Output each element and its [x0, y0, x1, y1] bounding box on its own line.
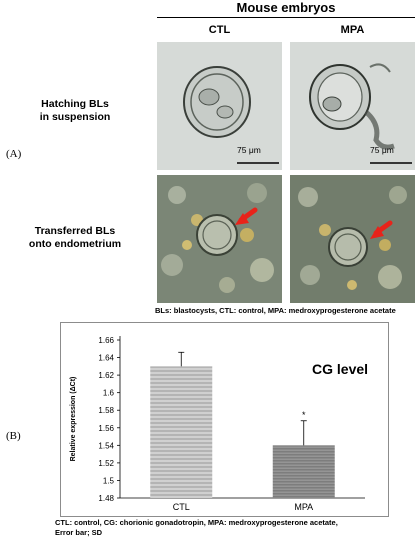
- y-tick-label: 1.6: [103, 389, 115, 398]
- panel-b-label: (B): [6, 430, 21, 442]
- significance-marker: *: [302, 410, 306, 420]
- row-label-transferred-line1: Transferred BLs: [34, 225, 116, 237]
- bar-ctl: [150, 366, 213, 498]
- y-tick-label: 1.48: [98, 494, 114, 503]
- row-label-hatching: Hatching BLs in suspension: [5, 98, 145, 124]
- bar-chart: 1.66 1.64 1.62 1.6 1.58 1.56 1.54 1.52 1.5 1.48 C…: [70, 336, 368, 512]
- row-label-hatching-line2: in suspension: [39, 111, 111, 123]
- scale-bar-label-mpa: 75 μm: [370, 145, 394, 155]
- panel-b-caption-line1: CTL: control, CG: chorionic gonadotropin…: [55, 518, 338, 527]
- blastocyst-image: [183, 66, 279, 164]
- y-tick-label: 1.54: [98, 441, 114, 450]
- y-tick-label: 1.5: [103, 476, 115, 485]
- endometrium-image: [157, 175, 282, 303]
- bar-mpa: [272, 445, 335, 498]
- y-tick-label: 1.52: [98, 459, 114, 468]
- column-label-mpa: MPA: [340, 24, 365, 36]
- chart-frame: [60, 322, 389, 517]
- micrograph-mpa-transferred: [290, 175, 415, 303]
- row-label-transferred-line2: onto endometrium: [28, 238, 122, 250]
- panel-a-label: (A): [6, 148, 22, 160]
- y-axis-label: Relative expression (ΔCt): [70, 377, 77, 462]
- panel-b-caption-line2: Error bar; SD: [55, 528, 103, 537]
- micrograph-ctl-transferred: [157, 175, 282, 303]
- column-label-ctl: CTL: [208, 24, 231, 36]
- x-tick-label-ctl: CTL: [173, 502, 190, 512]
- micrograph-mpa-hatching: 75 μm: [290, 42, 415, 170]
- y-tick-label: 1.56: [98, 424, 114, 433]
- row-label-transferred: Transferred BLs onto endometrium: [5, 225, 145, 251]
- figure-header-title: Mouse embryos: [236, 0, 336, 15]
- y-tick-label: 1.64: [98, 354, 114, 363]
- row-label-hatching-line1: Hatching BLs: [41, 98, 109, 110]
- y-tick-label: 1.66: [98, 336, 114, 345]
- panel-b-caption: CTL: control, CG: chorionic gonadotropin…: [55, 518, 415, 538]
- chart-title: CG level: [312, 361, 368, 377]
- micrograph-ctl-hatching: 75 μm: [157, 42, 282, 170]
- y-tick-label: 1.62: [98, 371, 114, 380]
- header-rule: [157, 17, 415, 18]
- scale-bar-label-ctl: 75 μm: [237, 145, 261, 155]
- endometrium-image: [290, 175, 415, 303]
- panel-a-caption: BLs: blastocysts, CTL: control, MPA: med…: [155, 306, 396, 315]
- blastocyst-image: [309, 63, 412, 164]
- y-tick-label: 1.58: [98, 406, 114, 415]
- x-tick-label-mpa: MPA: [294, 502, 313, 512]
